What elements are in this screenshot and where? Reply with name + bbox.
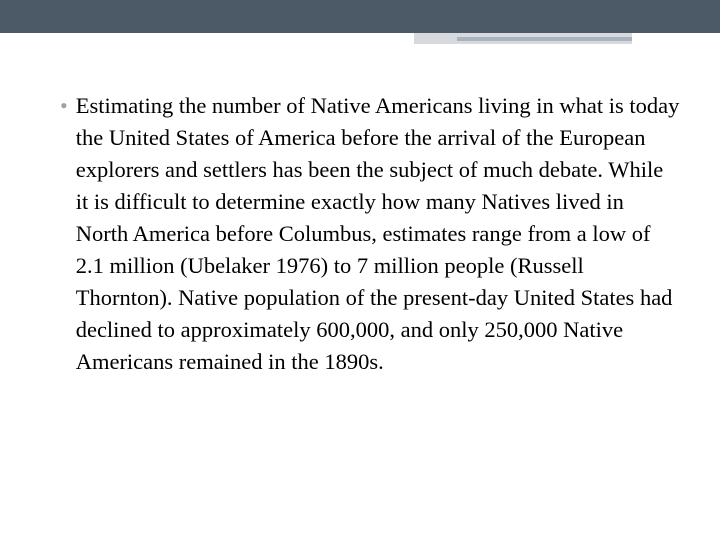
bullet-item: • Estimating the number of Native Americ… xyxy=(60,90,680,378)
content-area: • Estimating the number of Native Americ… xyxy=(60,90,680,378)
body-text: Estimating the number of Native American… xyxy=(76,90,680,378)
accent-bar-inner xyxy=(457,37,632,41)
slide-container: • Estimating the number of Native Americ… xyxy=(0,0,720,540)
top-bar xyxy=(0,0,720,33)
bullet-icon: • xyxy=(60,90,68,122)
